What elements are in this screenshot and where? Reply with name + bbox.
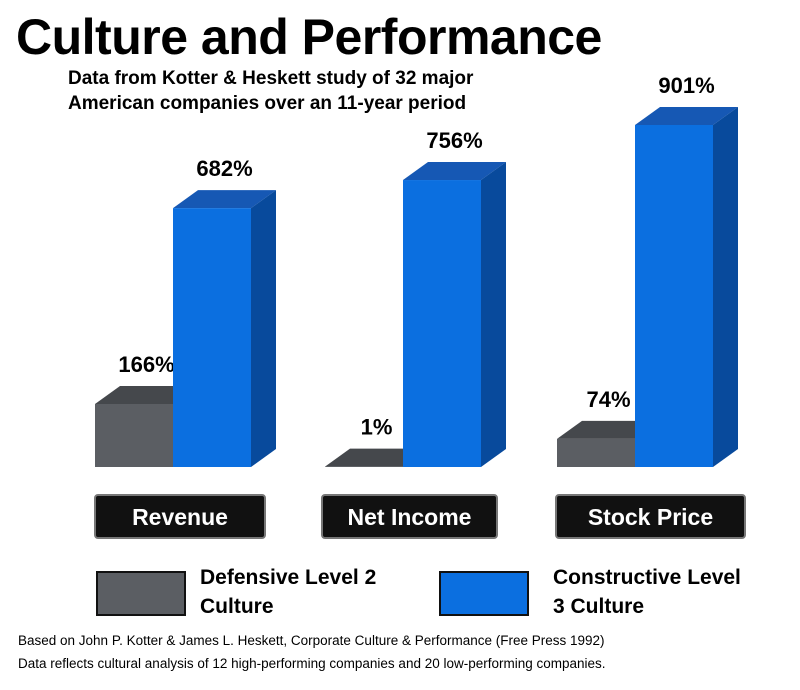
data-label: 756% xyxy=(426,128,482,153)
category-box xyxy=(555,494,746,539)
bar xyxy=(403,162,506,467)
footnote: Based on John P. Kotter & James L. Heske… xyxy=(18,633,605,648)
data-label: 901% xyxy=(658,73,714,98)
x-tick-label: Stock Price xyxy=(588,504,713,530)
chart-title: Culture and Performance xyxy=(16,9,602,65)
legend-swatch xyxy=(96,571,186,616)
x-tick-label: Net Income xyxy=(348,504,472,530)
legend-label: Constructive Level 3 Culture xyxy=(553,566,741,618)
data-label: 1% xyxy=(361,415,393,440)
data-label: 682% xyxy=(196,156,252,181)
chart-subtitle: Data from Kotter & Heskett study of 32 m… xyxy=(68,68,474,114)
data-label: 166% xyxy=(118,352,174,377)
footnote: Data reflects cultural analysis of 12 hi… xyxy=(18,656,606,671)
category-box xyxy=(94,494,266,539)
bar xyxy=(635,107,738,467)
data-label: 74% xyxy=(586,387,630,412)
legend-label: Defensive Level 2 Culture xyxy=(200,566,377,618)
bar xyxy=(173,190,276,468)
category-box xyxy=(321,494,498,539)
x-tick-label: Revenue xyxy=(132,504,228,530)
legend-swatch xyxy=(439,571,529,616)
